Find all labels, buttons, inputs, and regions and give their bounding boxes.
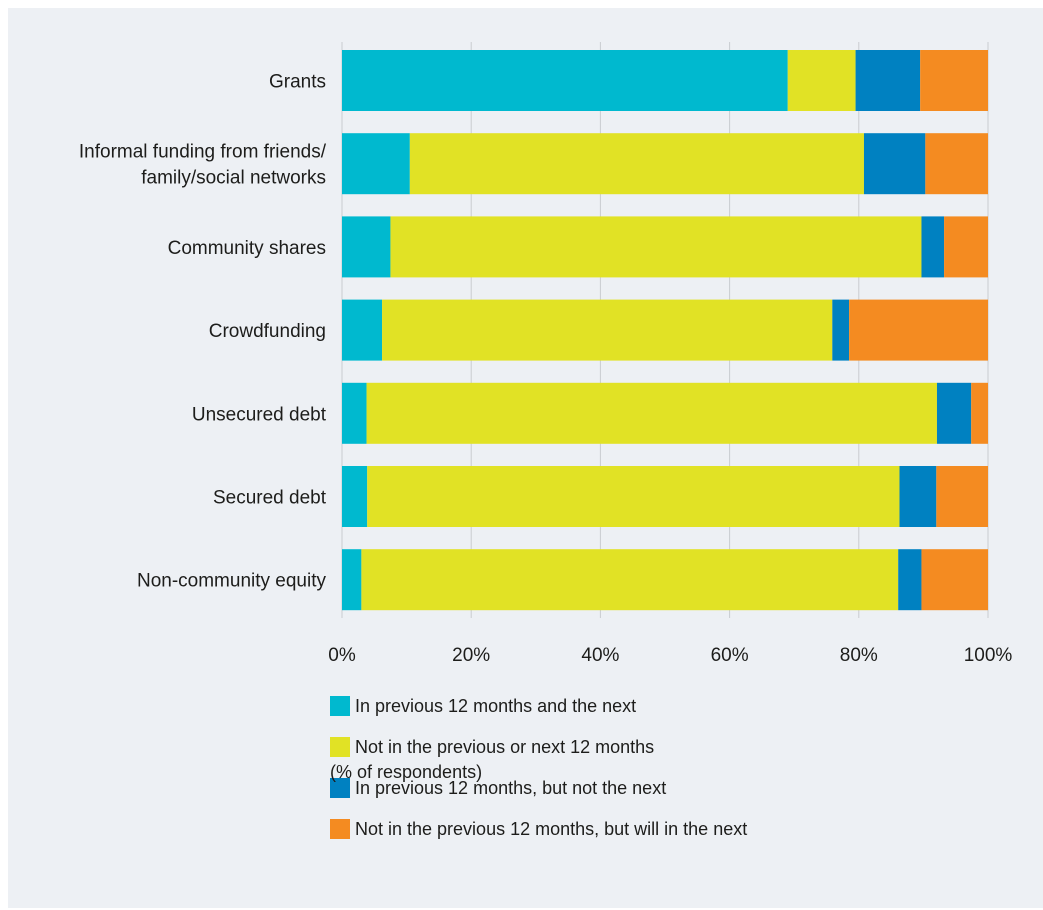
- bar-segment: [342, 299, 383, 361]
- category-label: Crowdfunding: [209, 321, 326, 342]
- bar-segment: [921, 549, 988, 611]
- footnote: (% of respondents): [330, 762, 482, 782]
- bar-segment: [390, 216, 922, 278]
- category-labels: Grants Informal funding from friends/fami…: [79, 72, 327, 592]
- category-label: Non-community equity: [137, 571, 327, 592]
- bar-segment: [863, 133, 926, 195]
- bar-segment: [342, 466, 368, 527]
- bar-segment: [849, 299, 988, 361]
- bar-segment: [920, 50, 988, 111]
- bar-segment: [342, 50, 788, 111]
- bar-segment: [342, 133, 410, 195]
- bar-segment: [342, 549, 362, 611]
- bar-segment: [342, 382, 367, 444]
- bar-segment: [367, 466, 900, 527]
- bar-segment: [936, 466, 988, 527]
- bar-segment: [921, 216, 945, 278]
- bar-segment: [971, 382, 988, 444]
- bar-segment: [944, 216, 988, 278]
- legend-swatch: [330, 737, 350, 757]
- bar-segment: [342, 216, 391, 278]
- bar-segment: [855, 50, 921, 111]
- bars: [342, 50, 988, 611]
- x-tick-label: 0%: [328, 645, 356, 666]
- bar-segment: [361, 549, 899, 611]
- bar-segment: [898, 549, 922, 611]
- bar-segment: [899, 466, 937, 527]
- category-label: Community shares: [168, 238, 326, 259]
- bar-segment: [832, 299, 850, 361]
- bar-segment: [787, 50, 856, 111]
- x-tick-label: 100%: [964, 645, 1013, 666]
- legend-label: Not in the previous or next 12 months: [355, 737, 654, 757]
- chart-panel: Grants Informal funding from friends/fami…: [8, 8, 1043, 908]
- legend-label: Not in the previous 12 months, but will …: [355, 819, 747, 839]
- stacked-bar-chart: Grants Informal funding from friends/fami…: [79, 42, 1012, 839]
- bar-segment: [936, 382, 972, 444]
- category-label: Grants: [269, 72, 326, 93]
- legend-swatch: [330, 819, 350, 839]
- bar-segment: [366, 382, 937, 444]
- x-tick-label: 40%: [581, 645, 619, 666]
- category-label: Unsecured debt: [192, 404, 327, 425]
- legend-label: In previous 12 months, but not the next: [355, 778, 666, 798]
- x-tick-label: 80%: [840, 645, 878, 666]
- x-tick-label: 20%: [452, 645, 490, 666]
- x-tick-label: 60%: [711, 645, 749, 666]
- legend: In previous 12 months and the next Not in…: [330, 696, 747, 839]
- legend-swatch: [330, 778, 350, 798]
- category-label: Secured debt: [213, 488, 327, 509]
- bar-segment: [409, 133, 864, 195]
- category-label: Informal funding from friends/family/soc…: [79, 142, 327, 189]
- legend-label: In previous 12 months and the next: [355, 696, 636, 716]
- bar-segment: [925, 133, 988, 195]
- bar-segment: [382, 299, 833, 361]
- x-tick-labels: 0% 20% 40% 60% 80% 100%: [328, 645, 1012, 666]
- legend-swatch: [330, 696, 350, 716]
